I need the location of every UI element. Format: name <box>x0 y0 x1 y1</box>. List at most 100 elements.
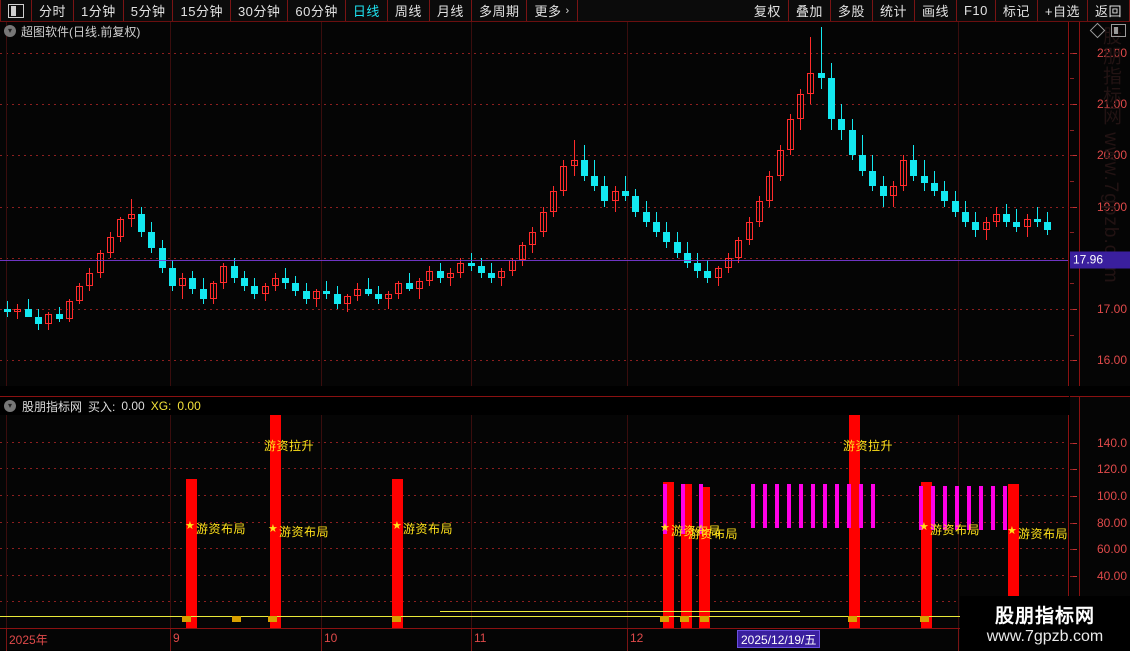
chart-annotation: 游资布局 <box>688 527 739 541</box>
candlestick <box>735 22 743 386</box>
action-add-watchlist[interactable]: +自选 <box>1038 0 1088 21</box>
action-f10[interactable]: F10 <box>957 0 996 21</box>
chevron-down-circle-icon[interactable]: ▾ <box>4 25 16 37</box>
indicator-month-separator <box>6 415 7 628</box>
candle-wick <box>429 265 431 287</box>
period-30min[interactable]: 30分钟 <box>231 0 289 21</box>
indicator-gridline <box>0 574 1068 576</box>
candlestick <box>951 22 959 386</box>
indicator-amber-bar <box>700 616 709 622</box>
signal-star-icon: ★ <box>919 521 929 533</box>
split-square-icon[interactable] <box>1111 24 1126 37</box>
indicator-amber-bar <box>392 616 401 622</box>
period-more[interactable]: 更多 › <box>527 0 578 21</box>
action-duogu[interactable]: 多股 <box>831 0 873 21</box>
period-60min-label: 60分钟 <box>295 4 338 19</box>
action-tongji[interactable]: 统计 <box>873 0 915 21</box>
action-biaoji[interactable]: 标记 <box>996 0 1038 21</box>
candle-wick <box>1016 209 1018 233</box>
selected-date-tag: 2025/12/19/五 <box>737 630 821 648</box>
indicator-axis-tick <box>1070 522 1077 524</box>
action-fuquan[interactable]: 复权 <box>747 0 789 21</box>
candlestick <box>1023 22 1031 386</box>
candle-wick <box>1037 206 1038 228</box>
candlestick <box>117 22 125 386</box>
indicator-gridline <box>0 521 1068 523</box>
panel-toggle-button[interactable] <box>0 0 32 21</box>
candlestick <box>673 22 681 386</box>
price-gridline <box>0 360 1068 362</box>
chevron-down-circle-icon-indicator[interactable]: ▾ <box>4 400 16 412</box>
magenta-signal-bar <box>931 486 935 530</box>
candlestick <box>992 22 1000 386</box>
candlestick <box>539 22 547 386</box>
price-axis-dot <box>1070 206 1073 208</box>
candlestick <box>210 22 217 386</box>
signal-bar <box>186 478 197 628</box>
period-daily[interactable]: 日线 <box>346 0 388 21</box>
candlestick <box>416 22 423 386</box>
period-15min[interactable]: 15分钟 <box>173 0 231 21</box>
date-axis-label: 11 <box>474 631 487 645</box>
period-weekly[interactable]: 周线 <box>388 0 430 21</box>
candle-body <box>137 214 145 233</box>
candle-body <box>508 260 516 271</box>
candle-body <box>694 262 702 271</box>
candle-body <box>910 160 918 176</box>
indicator-amber-bar <box>680 616 689 622</box>
period-monthly[interactable]: 月线 <box>430 0 472 21</box>
period-5min[interactable]: 5分钟 <box>124 0 174 21</box>
price-y-axis[interactable]: 17.96 16.0017.0018.0019.0020.0021.0022.0… <box>1070 22 1130 386</box>
action-back[interactable]: 返回 <box>1088 0 1130 21</box>
price-chart-pane[interactable] <box>0 22 1069 386</box>
magenta-signal-bar <box>663 484 667 534</box>
period-multi[interactable]: 多周期 <box>472 0 528 21</box>
indicator-axis-tick <box>1070 549 1077 551</box>
diamond-icon[interactable] <box>1089 22 1106 39</box>
candle-wick <box>110 232 111 258</box>
period-60min[interactable]: 60分钟 <box>288 0 346 21</box>
candle-wick <box>419 278 420 299</box>
candle-body <box>251 286 259 294</box>
date-axis-label: 9 <box>173 631 180 645</box>
chart-annotation: 游资布局 <box>279 525 330 539</box>
indicator-gridline <box>0 468 1068 470</box>
price-axis-rule <box>1079 22 1080 386</box>
candle-body <box>446 273 454 279</box>
candlestick <box>271 22 279 386</box>
candle-body <box>282 278 290 284</box>
candle-body <box>611 191 619 202</box>
period-1min[interactable]: 1分钟 <box>74 0 124 21</box>
indicator-gridline <box>0 548 1068 550</box>
candle-wick <box>449 268 451 287</box>
candle-wick <box>542 206 544 238</box>
chart-annotation: 游资布局 <box>930 523 981 537</box>
candle-body <box>467 262 475 266</box>
indicator-chart-pane[interactable] <box>0 415 1069 628</box>
candlestick <box>817 22 825 386</box>
candle-body <box>580 160 588 176</box>
price-gridline <box>0 104 1068 106</box>
toolbar-left-group: 分时 1分钟 5分钟 15分钟 30分钟 60分钟 日线 周线 月线 多周期 更… <box>0 0 578 21</box>
magenta-signal-bar <box>787 484 791 528</box>
candle-wick <box>79 283 81 304</box>
indicator-amber-bar <box>182 616 191 622</box>
candle-body <box>179 278 187 287</box>
action-diejia[interactable]: 叠加 <box>789 0 831 21</box>
action-huaxian[interactable]: 画线 <box>915 0 957 21</box>
period-fenshi[interactable]: 分时 <box>32 0 75 21</box>
candle-body <box>879 186 887 197</box>
indicator-amber-bar <box>848 616 857 622</box>
date-x-axis[interactable]: 2025/12/19/五 2025年91011122 <box>0 628 1130 651</box>
candle-wick <box>130 198 132 228</box>
candlestick <box>879 22 887 386</box>
candle-wick <box>89 268 91 292</box>
candle-body <box>86 273 94 287</box>
chart-annotation: 游资拉升 <box>264 439 315 453</box>
candle-wick <box>810 37 812 105</box>
candle-wick <box>48 311 50 330</box>
candlestick <box>663 22 671 386</box>
candle-body <box>1044 221 1052 230</box>
candlestick <box>920 22 928 386</box>
